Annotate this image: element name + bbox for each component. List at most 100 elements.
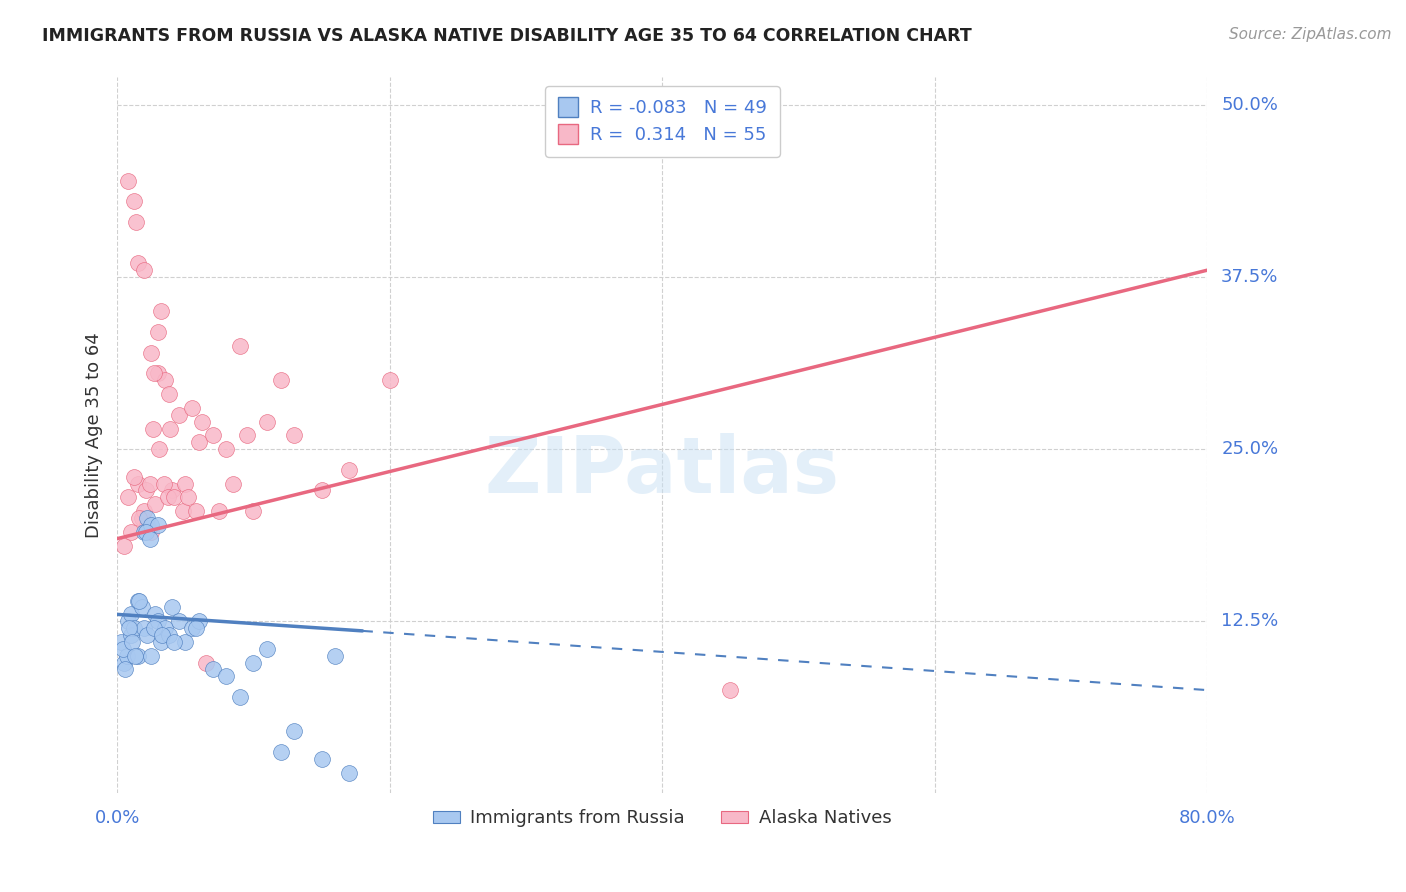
Point [143,607,166,622]
Point [127,476,149,491]
Point [150,628,173,642]
Point [337,463,360,477]
Point [283,724,305,739]
Point [187,435,209,450]
Point [110,635,132,649]
Point [256,415,278,429]
Point [149,635,172,649]
Point [136,517,159,532]
Point [134,621,156,635]
Point [311,752,333,766]
Point [215,669,238,683]
Point [174,635,197,649]
Point [148,442,170,457]
Y-axis label: Disability Age 35 to 64: Disability Age 35 to 64 [86,333,103,538]
Point [718,683,741,698]
Point [190,415,212,429]
Point [122,621,145,635]
Point [194,656,217,670]
Point [111,641,134,656]
Point [136,511,159,525]
Point [153,621,176,635]
Point [146,614,169,628]
Point [143,621,166,635]
Point [167,614,190,628]
Point [120,607,142,622]
Point [136,628,159,642]
Point [208,504,231,518]
Point [131,511,153,525]
Point [134,504,156,518]
Point [174,476,197,491]
Point [242,656,264,670]
Point [143,367,166,381]
Point [181,621,204,635]
Point [146,367,169,381]
Point [270,373,292,387]
Point [152,476,174,491]
Point [337,765,360,780]
Point [229,339,252,353]
Point [311,483,333,498]
Point [242,504,264,518]
Point [121,635,143,649]
Point [142,421,165,435]
Point [115,648,138,663]
Point [215,442,238,457]
Text: 50.0%: 50.0% [1222,96,1278,114]
Point [167,408,190,422]
Point [149,304,172,318]
Text: IMMIGRANTS FROM RUSSIA VS ALASKA NATIVE DISABILITY AGE 35 TO 64 CORRELATION CHAR: IMMIGRANTS FROM RUSSIA VS ALASKA NATIVE … [42,27,972,45]
Text: ZIPatlas: ZIPatlas [485,434,839,509]
Point [283,428,305,442]
Point [153,373,176,387]
Point [131,600,153,615]
Point [163,491,186,505]
Point [270,745,292,759]
Point [122,469,145,483]
Point [201,662,224,676]
Point [146,517,169,532]
Point [323,648,346,663]
Point [112,539,135,553]
Point [127,256,149,270]
Point [112,656,135,670]
Point [117,491,139,505]
Point [141,648,163,663]
Text: 25.0%: 25.0% [1222,440,1278,458]
Point [134,263,156,277]
Point [235,428,257,442]
Legend: Immigrants from Russia, Alaska Natives: Immigrants from Russia, Alaska Natives [426,802,898,834]
Point [128,511,150,525]
Point [120,524,142,539]
Point [135,483,157,498]
Point [134,524,156,539]
Point [135,524,157,539]
Point [160,483,183,498]
Point [172,504,194,518]
Point [143,497,166,511]
Point [114,662,136,676]
Point [186,621,208,635]
Point [117,174,139,188]
Point [141,346,163,360]
Point [141,517,163,532]
Point [139,476,162,491]
Point [127,648,149,663]
Point [229,690,252,704]
Text: 37.5%: 37.5% [1222,268,1278,286]
Point [181,401,204,415]
Point [128,593,150,607]
Point [186,504,208,518]
Point [378,373,401,387]
Point [201,428,224,442]
Point [118,621,141,635]
Text: Source: ZipAtlas.com: Source: ZipAtlas.com [1229,27,1392,42]
Point [120,628,142,642]
Point [146,325,169,339]
Point [117,614,139,628]
Point [156,491,179,505]
Point [122,194,145,209]
Point [157,387,180,401]
Point [163,635,186,649]
